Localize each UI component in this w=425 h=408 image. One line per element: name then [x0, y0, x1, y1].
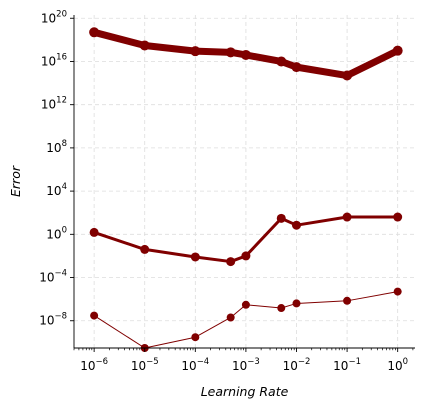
- data-point: [276, 56, 287, 67]
- x-ticks: 10−6 10−5 10−4 10−3 10−2 10−1 100: [80, 348, 408, 373]
- data-point: [277, 304, 286, 313]
- x-tick-label: 100: [387, 357, 408, 373]
- x-tick-label: 10−4: [181, 357, 209, 373]
- data-point: [190, 46, 201, 57]
- y-axis-label: Error: [8, 165, 23, 197]
- x-tick-label: 10−5: [131, 357, 159, 373]
- y-tick-label: 1012: [41, 96, 67, 112]
- data-point: [342, 212, 352, 222]
- x-tick-label: 10−3: [232, 357, 260, 373]
- y-tick-label: 104: [46, 182, 67, 198]
- data-point: [89, 227, 99, 237]
- data-point: [342, 70, 353, 81]
- data-point: [392, 45, 403, 56]
- data-point: [291, 62, 302, 73]
- data-point: [240, 49, 251, 60]
- data-point: [241, 251, 251, 261]
- y-tick-label: 100: [46, 225, 67, 241]
- data-point: [140, 244, 150, 254]
- y-tick-label: 10−8: [39, 312, 67, 328]
- data-point: [190, 252, 200, 262]
- data-point: [291, 220, 301, 230]
- data-point: [393, 287, 402, 296]
- data-point: [90, 311, 99, 320]
- data-point: [139, 40, 150, 51]
- data-point: [226, 257, 236, 267]
- y-ticks: 10−8 10−4 100 104 108 1012 1016 1020: [39, 9, 74, 328]
- data-point: [191, 333, 200, 342]
- data-point: [276, 213, 286, 223]
- data-point: [241, 300, 250, 309]
- data-point: [225, 47, 236, 58]
- x-tick-label: 10−6: [80, 357, 108, 373]
- y-tick-label: 10−4: [39, 269, 67, 285]
- y-tick-label: 1020: [41, 9, 67, 25]
- y-tick-label: 108: [46, 139, 67, 155]
- data-point: [226, 313, 235, 322]
- grid: [74, 15, 415, 348]
- x-tick-label: 10−1: [333, 357, 361, 373]
- data-point: [393, 212, 403, 222]
- data-point: [292, 299, 301, 308]
- data-point: [89, 27, 100, 38]
- x-tick-label: 10−2: [283, 357, 311, 373]
- y-tick-label: 1016: [41, 52, 67, 68]
- data-point: [343, 296, 352, 305]
- series-layer: [89, 27, 403, 352]
- x-axis-label: Learning Rate: [201, 384, 289, 399]
